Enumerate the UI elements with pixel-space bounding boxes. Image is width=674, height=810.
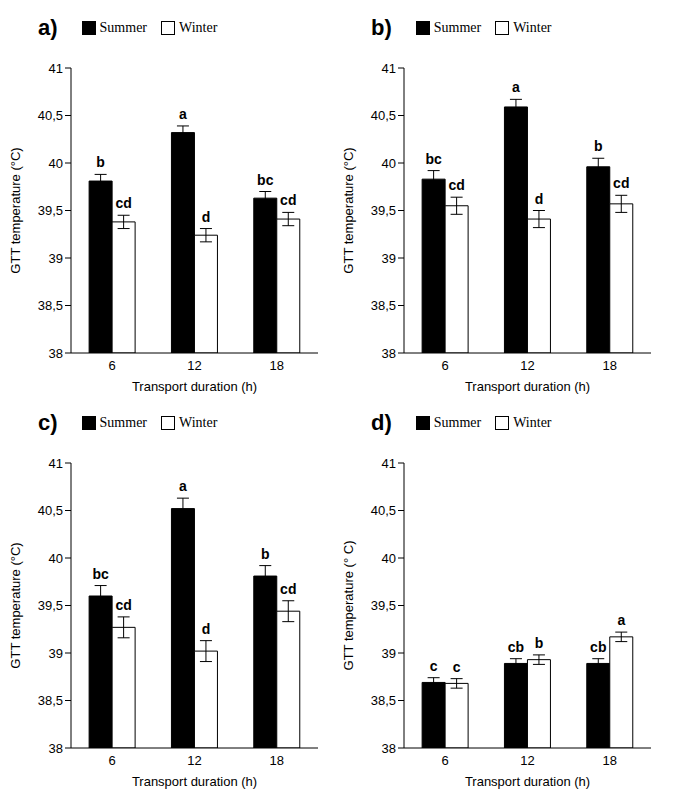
- svg-text:cd: cd: [115, 597, 131, 613]
- svg-text:39,5: 39,5: [371, 598, 396, 613]
- svg-text:GTT temperature (°C): GTT temperature (°C): [341, 147, 356, 273]
- svg-text:d: d: [202, 209, 211, 225]
- svg-text:18: 18: [270, 753, 284, 768]
- html-text:Winter: Winter: [179, 415, 218, 430]
- svg-text:41: 41: [382, 61, 396, 76]
- svg-text:b: b: [96, 154, 105, 170]
- svg-text:Transport duration (h): Transport duration (h): [465, 379, 590, 394]
- svg-text:38: 38: [49, 741, 63, 756]
- html-text:Winter: Winter: [513, 415, 552, 430]
- svg-text:a: a: [179, 106, 187, 122]
- svg-text:12: 12: [187, 753, 201, 768]
- svg-text:GTT temperature (°C): GTT temperature (°C): [8, 147, 23, 273]
- svg-text:Transport duration (h): Transport duration (h): [132, 774, 257, 789]
- svg-text:18: 18: [603, 753, 617, 768]
- svg-text:41: 41: [382, 456, 396, 471]
- html-text:Summer: Summer: [433, 415, 482, 430]
- svg-text:6: 6: [442, 358, 449, 373]
- svg-text:38,5: 38,5: [38, 298, 63, 313]
- html-text:c): c): [38, 410, 58, 435]
- svg-text:a: a: [512, 79, 520, 95]
- svg-text:6: 6: [109, 358, 116, 373]
- svg-text:39: 39: [382, 251, 396, 266]
- svg-text:b: b: [261, 546, 270, 562]
- svg-text:12: 12: [520, 358, 534, 373]
- html-text:Summer: Summer: [99, 415, 147, 430]
- svg-text:41: 41: [49, 456, 63, 471]
- svg-text:c: c: [430, 658, 438, 674]
- svg-text:b: b: [535, 635, 544, 651]
- svg-text:38,5: 38,5: [371, 298, 396, 313]
- svg-text:41: 41: [49, 61, 63, 76]
- svg-text:d: d: [535, 191, 544, 207]
- html-text:Summer: Summer: [433, 20, 482, 35]
- html-text:d): d): [371, 410, 392, 435]
- svg-text:38: 38: [382, 741, 396, 756]
- svg-text:d: d: [202, 621, 211, 637]
- svg-text:38,5: 38,5: [371, 693, 396, 708]
- svg-text:40,5: 40,5: [371, 108, 396, 123]
- svg-text:Transport duration (h): Transport duration (h): [132, 379, 257, 394]
- svg-text:a: a: [179, 478, 187, 494]
- svg-text:38: 38: [49, 346, 63, 361]
- html-text:Winter: Winter: [513, 20, 552, 35]
- svg-text:39,5: 39,5: [371, 203, 396, 218]
- svg-text:cb: cb: [590, 639, 606, 655]
- svg-text:40: 40: [382, 156, 396, 171]
- svg-text:39,5: 39,5: [38, 203, 63, 218]
- svg-text:39: 39: [49, 251, 63, 266]
- svg-text:6: 6: [109, 753, 116, 768]
- svg-text:39: 39: [49, 646, 63, 661]
- svg-text:12: 12: [520, 753, 534, 768]
- svg-text:40: 40: [49, 551, 63, 566]
- svg-text:GTT temperature (° C): GTT temperature (° C): [341, 541, 356, 671]
- svg-text:cb: cb: [508, 639, 524, 655]
- svg-text:39: 39: [382, 646, 396, 661]
- svg-text:38: 38: [382, 346, 396, 361]
- svg-text:39,5: 39,5: [38, 598, 63, 613]
- svg-text:cd: cd: [613, 175, 629, 191]
- svg-text:b: b: [594, 138, 603, 154]
- svg-text:bc: bc: [257, 172, 274, 188]
- html-text:Summer: Summer: [99, 20, 147, 35]
- svg-text:40: 40: [49, 156, 63, 171]
- svg-text:18: 18: [603, 358, 617, 373]
- svg-text:cd: cd: [280, 581, 296, 597]
- svg-text:bc: bc: [425, 151, 442, 167]
- html-text:Winter: Winter: [179, 20, 218, 35]
- svg-text:12: 12: [187, 358, 201, 373]
- svg-text:cd: cd: [448, 177, 464, 193]
- html-text:b): b): [371, 15, 392, 40]
- html-text:a): a): [38, 15, 58, 40]
- svg-text:40,5: 40,5: [371, 503, 396, 518]
- svg-text:a: a: [617, 612, 625, 628]
- svg-text:40: 40: [382, 551, 396, 566]
- svg-text:18: 18: [270, 358, 284, 373]
- svg-text:40,5: 40,5: [38, 108, 63, 123]
- svg-text:40,5: 40,5: [38, 503, 63, 518]
- svg-text:c: c: [453, 659, 461, 675]
- svg-text:6: 6: [442, 753, 449, 768]
- svg-text:Transport duration (h): Transport duration (h): [465, 774, 590, 789]
- svg-text:cd: cd: [115, 195, 131, 211]
- svg-text:38,5: 38,5: [38, 693, 63, 708]
- svg-text:GTT temperature (°C): GTT temperature (°C): [8, 542, 23, 668]
- svg-text:bc: bc: [92, 566, 109, 582]
- svg-text:cd: cd: [280, 192, 296, 208]
